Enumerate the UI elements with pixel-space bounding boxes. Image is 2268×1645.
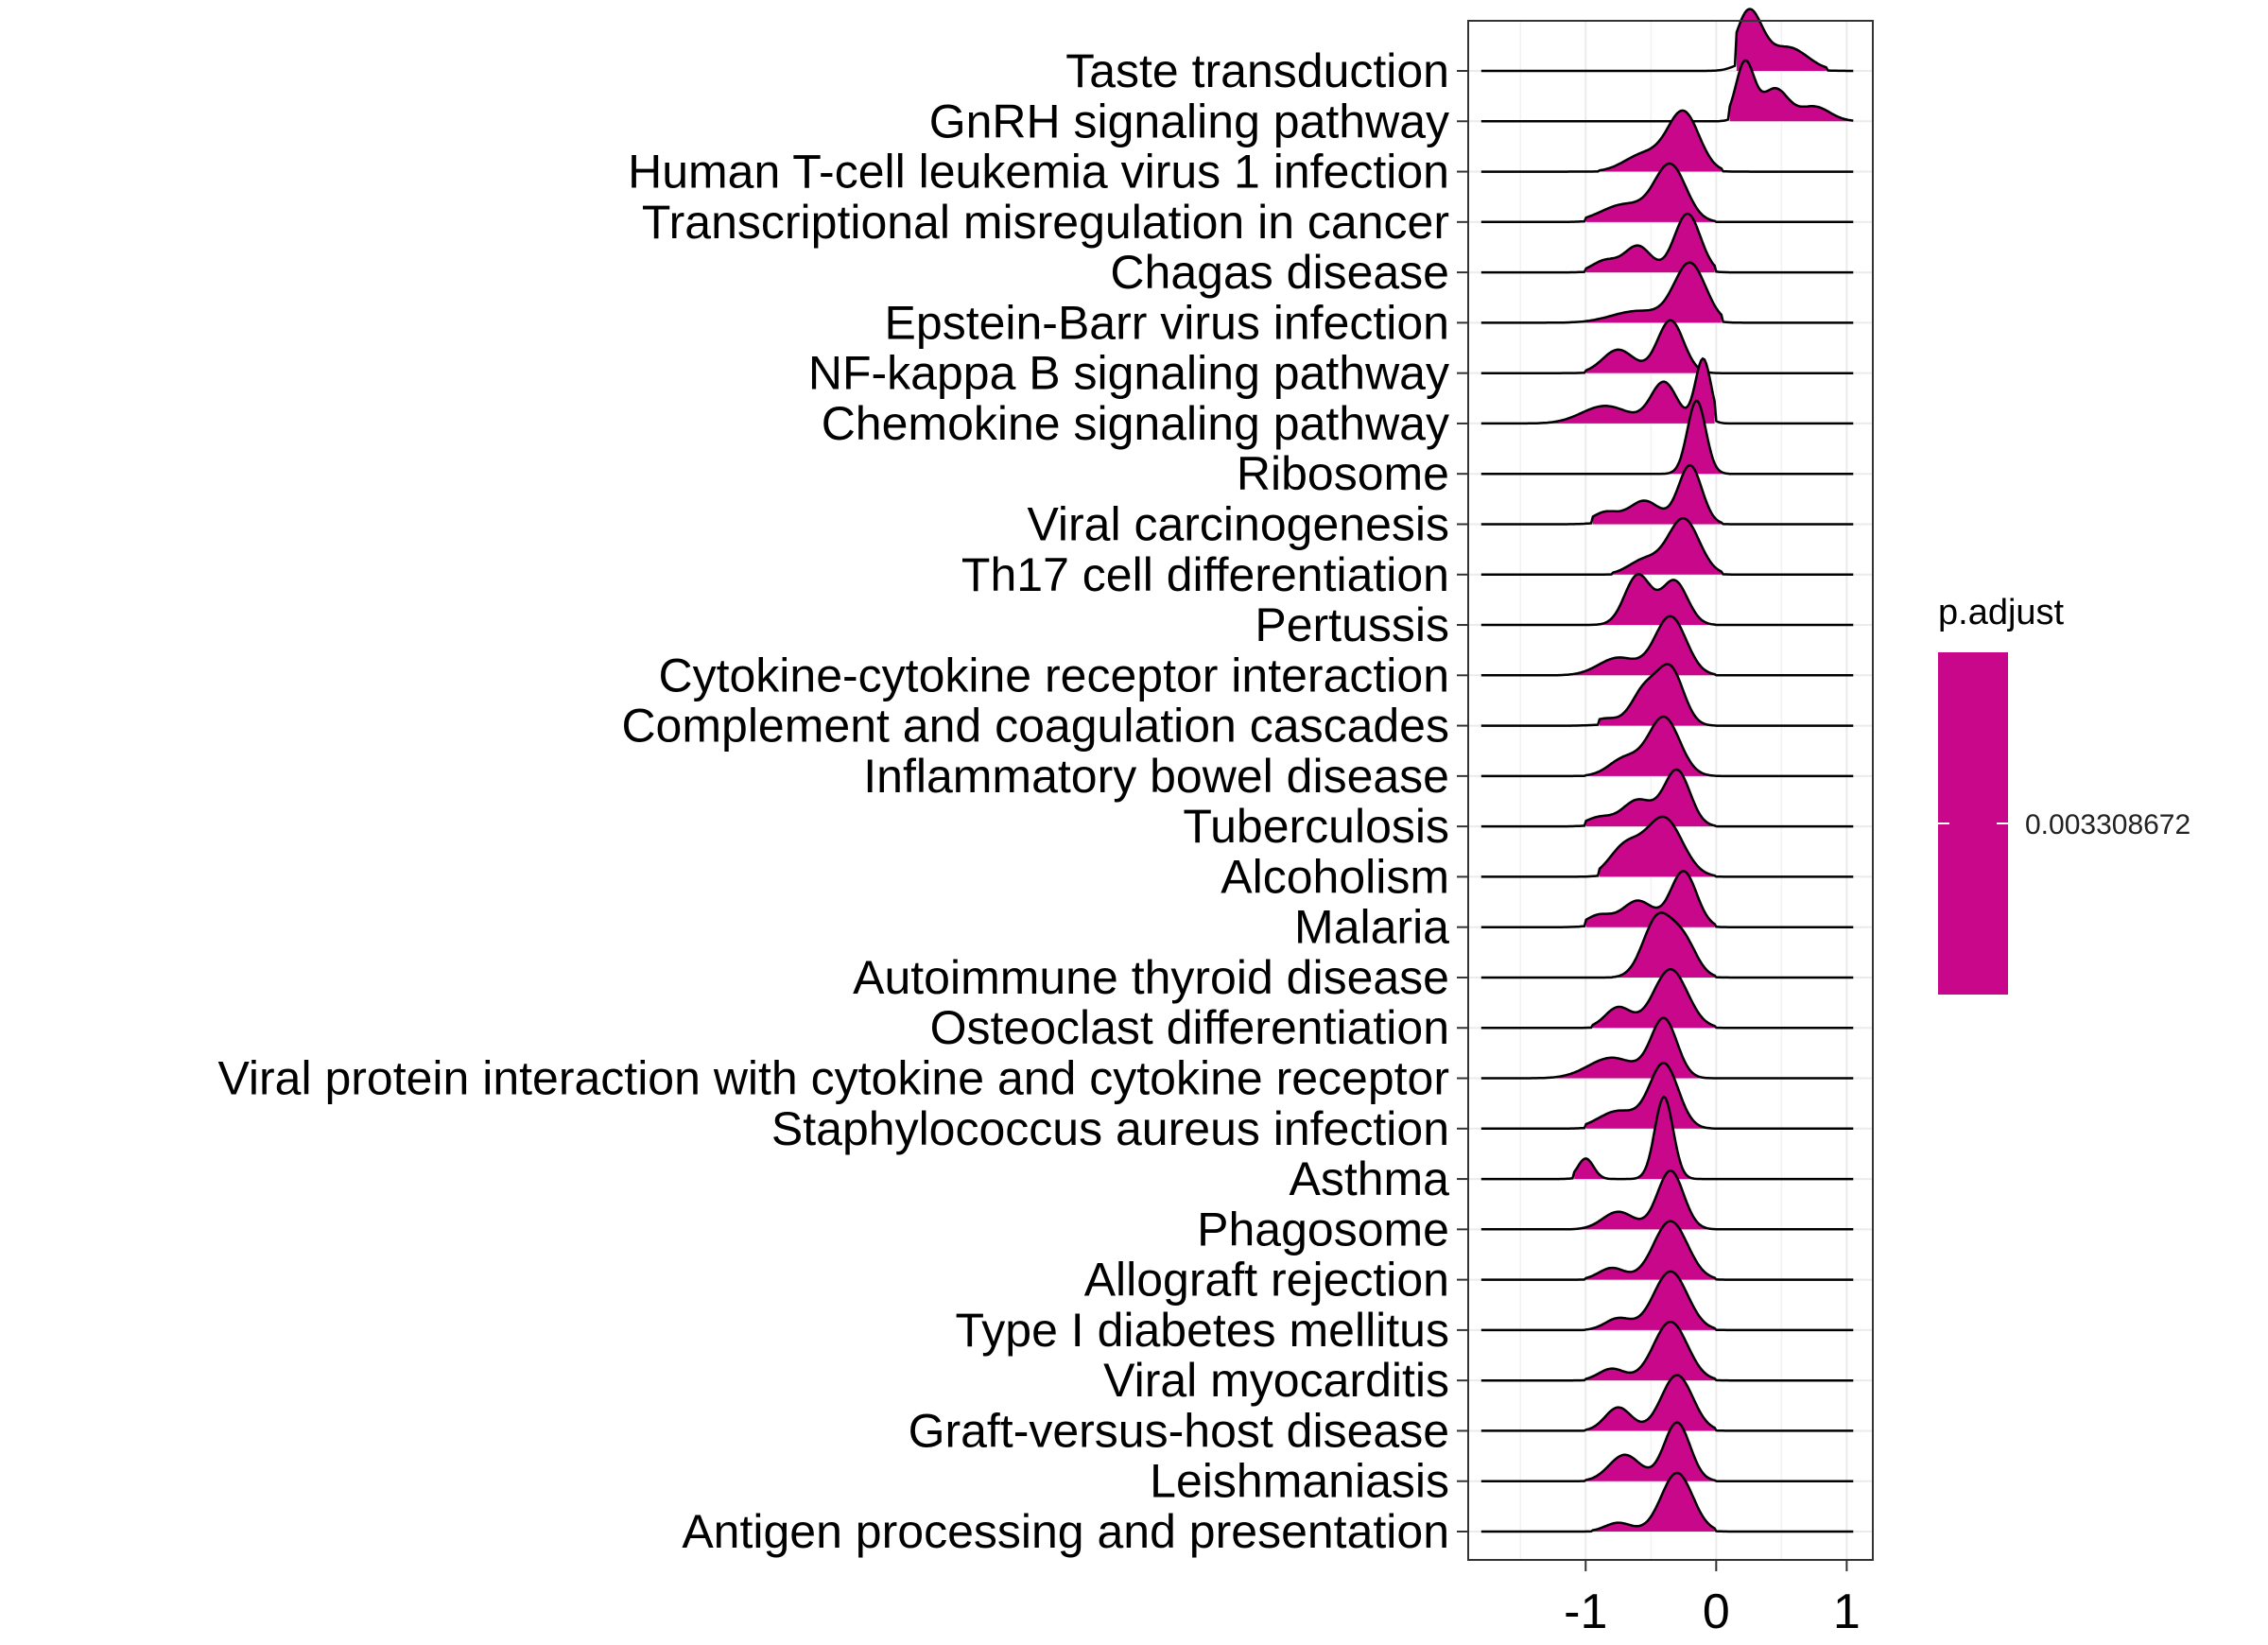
x-tick-label: 1 bbox=[1833, 1584, 1861, 1639]
category-label: GnRH signaling pathway bbox=[929, 95, 1449, 147]
category-label: Osteoclast differentiation bbox=[930, 1001, 1449, 1054]
x-tick-label: -1 bbox=[1564, 1584, 1607, 1639]
category-label: Ribosome bbox=[1237, 447, 1449, 500]
ridge-line bbox=[1480, 573, 1854, 627]
legend-colorbar bbox=[1938, 652, 2008, 995]
category-label: Antigen processing and presentation bbox=[682, 1505, 1449, 1558]
ridge-line bbox=[1480, 911, 1854, 979]
ridge-line bbox=[1480, 356, 1854, 425]
ridge-fill bbox=[1600, 664, 1715, 726]
ridge-fill bbox=[1600, 816, 1715, 877]
category-label: Leishmaniasis bbox=[1150, 1455, 1449, 1508]
ridge-fill bbox=[1585, 1422, 1715, 1481]
ridge-line bbox=[1480, 815, 1854, 878]
ridge-line bbox=[1480, 516, 1854, 577]
ridge-line bbox=[1480, 212, 1854, 274]
ridge-fill bbox=[1585, 871, 1715, 927]
plot-border bbox=[1467, 20, 1874, 1561]
ridge-fill bbox=[1613, 912, 1715, 978]
category-label: Taste transduction bbox=[1065, 44, 1449, 97]
ridge-fill bbox=[1508, 1170, 1715, 1230]
ridge-line bbox=[1480, 1374, 1854, 1432]
category-label: Human T-cell leukemia virus 1 infection bbox=[628, 146, 1449, 199]
ridge-line bbox=[1480, 319, 1854, 374]
ridge-line bbox=[1480, 870, 1854, 928]
legend: p.adjust 0.003308672 bbox=[1938, 593, 2190, 995]
category-label: Malaria bbox=[1294, 901, 1449, 954]
ridge-fill bbox=[1585, 574, 1715, 626]
category-label: Type I diabetes mellitus bbox=[956, 1304, 1450, 1357]
category-label: Alcoholism bbox=[1221, 850, 1449, 903]
category-label: Th17 cell differentiation bbox=[961, 548, 1449, 601]
ridge-line bbox=[1480, 8, 1854, 73]
ridge-line bbox=[1480, 463, 1854, 526]
ridge-line bbox=[1480, 1062, 1854, 1131]
ridge-fill bbox=[1574, 1097, 1715, 1180]
ridge-fill bbox=[1585, 164, 1715, 222]
ridge-fill bbox=[1585, 717, 1715, 776]
ridge-fill bbox=[1515, 358, 1715, 424]
ridge-line bbox=[1480, 715, 1854, 778]
ridge-fill bbox=[1592, 1473, 1715, 1532]
ridge-line bbox=[1480, 1270, 1854, 1332]
category-label: Graft-versus-host disease bbox=[909, 1404, 1449, 1457]
category-label: Chagas disease bbox=[1110, 246, 1449, 299]
category-label: Complement and coagulation cascades bbox=[621, 700, 1449, 753]
category-label: Viral protein interaction with cytokine … bbox=[217, 1052, 1449, 1105]
category-label: Staphylococcus aureus infection bbox=[771, 1102, 1449, 1155]
category-label: Cytokine-cytokine receptor interaction bbox=[659, 649, 1450, 701]
y-ticks bbox=[1457, 70, 1468, 1532]
ridge-line bbox=[1480, 59, 1854, 123]
ridge-line bbox=[1480, 663, 1854, 727]
legend-title: p.adjust bbox=[1938, 593, 2065, 632]
legend-label: 0.003308672 bbox=[2025, 809, 2190, 840]
ridge-fill bbox=[1585, 320, 1715, 373]
category-label: Allograft rejection bbox=[1084, 1254, 1449, 1307]
x-axis: -1 0 1 bbox=[1564, 1560, 1861, 1639]
ridge-line bbox=[1480, 1220, 1854, 1281]
category-label: Viral myocarditis bbox=[1103, 1354, 1449, 1407]
ridge-line bbox=[1480, 109, 1854, 173]
ridge-line bbox=[1480, 261, 1854, 324]
ridge-line bbox=[1480, 1320, 1854, 1382]
ridge-fill bbox=[1508, 615, 1715, 676]
category-label: Pertussis bbox=[1255, 598, 1449, 651]
ridge-fill bbox=[1585, 1063, 1715, 1129]
category-label: Autoimmune thyroid disease bbox=[853, 951, 1449, 1004]
category-label: Chemokine signaling pathway bbox=[822, 397, 1449, 450]
ridge-fill bbox=[1585, 1375, 1715, 1431]
ridge-line bbox=[1480, 967, 1854, 1030]
ridge-line bbox=[1480, 1016, 1854, 1080]
category-label: Tuberculosis bbox=[1183, 800, 1449, 853]
category-label: Transcriptional misregulation in cancer bbox=[642, 196, 1449, 249]
ridge-line bbox=[1480, 1471, 1854, 1533]
category-label: Viral carcinogenesis bbox=[1027, 497, 1449, 550]
ridge-fill bbox=[1729, 60, 1854, 122]
ridge-fill bbox=[1508, 262, 1722, 323]
x-tick-label: 0 bbox=[1703, 1584, 1730, 1639]
category-label: Epstein-Barr virus infection bbox=[885, 296, 1449, 349]
ridge-line bbox=[1480, 1169, 1854, 1231]
ridge-line bbox=[1480, 1421, 1854, 1482]
ridges-group bbox=[1480, 8, 1854, 1533]
ridge-line bbox=[1480, 615, 1854, 677]
ridge-line bbox=[1480, 399, 1854, 476]
category-label: NF-kappa B signaling pathway bbox=[808, 347, 1449, 400]
ridge-fill bbox=[1592, 465, 1722, 525]
category-label: Asthma bbox=[1289, 1152, 1449, 1205]
ridge-line bbox=[1480, 768, 1854, 828]
ridge-line bbox=[1480, 162, 1854, 224]
ridge-line bbox=[1480, 1095, 1854, 1181]
ridge-fill bbox=[1592, 969, 1715, 1029]
category-label: Phagosome bbox=[1197, 1203, 1449, 1255]
category-label: Inflammatory bowel disease bbox=[863, 750, 1449, 803]
